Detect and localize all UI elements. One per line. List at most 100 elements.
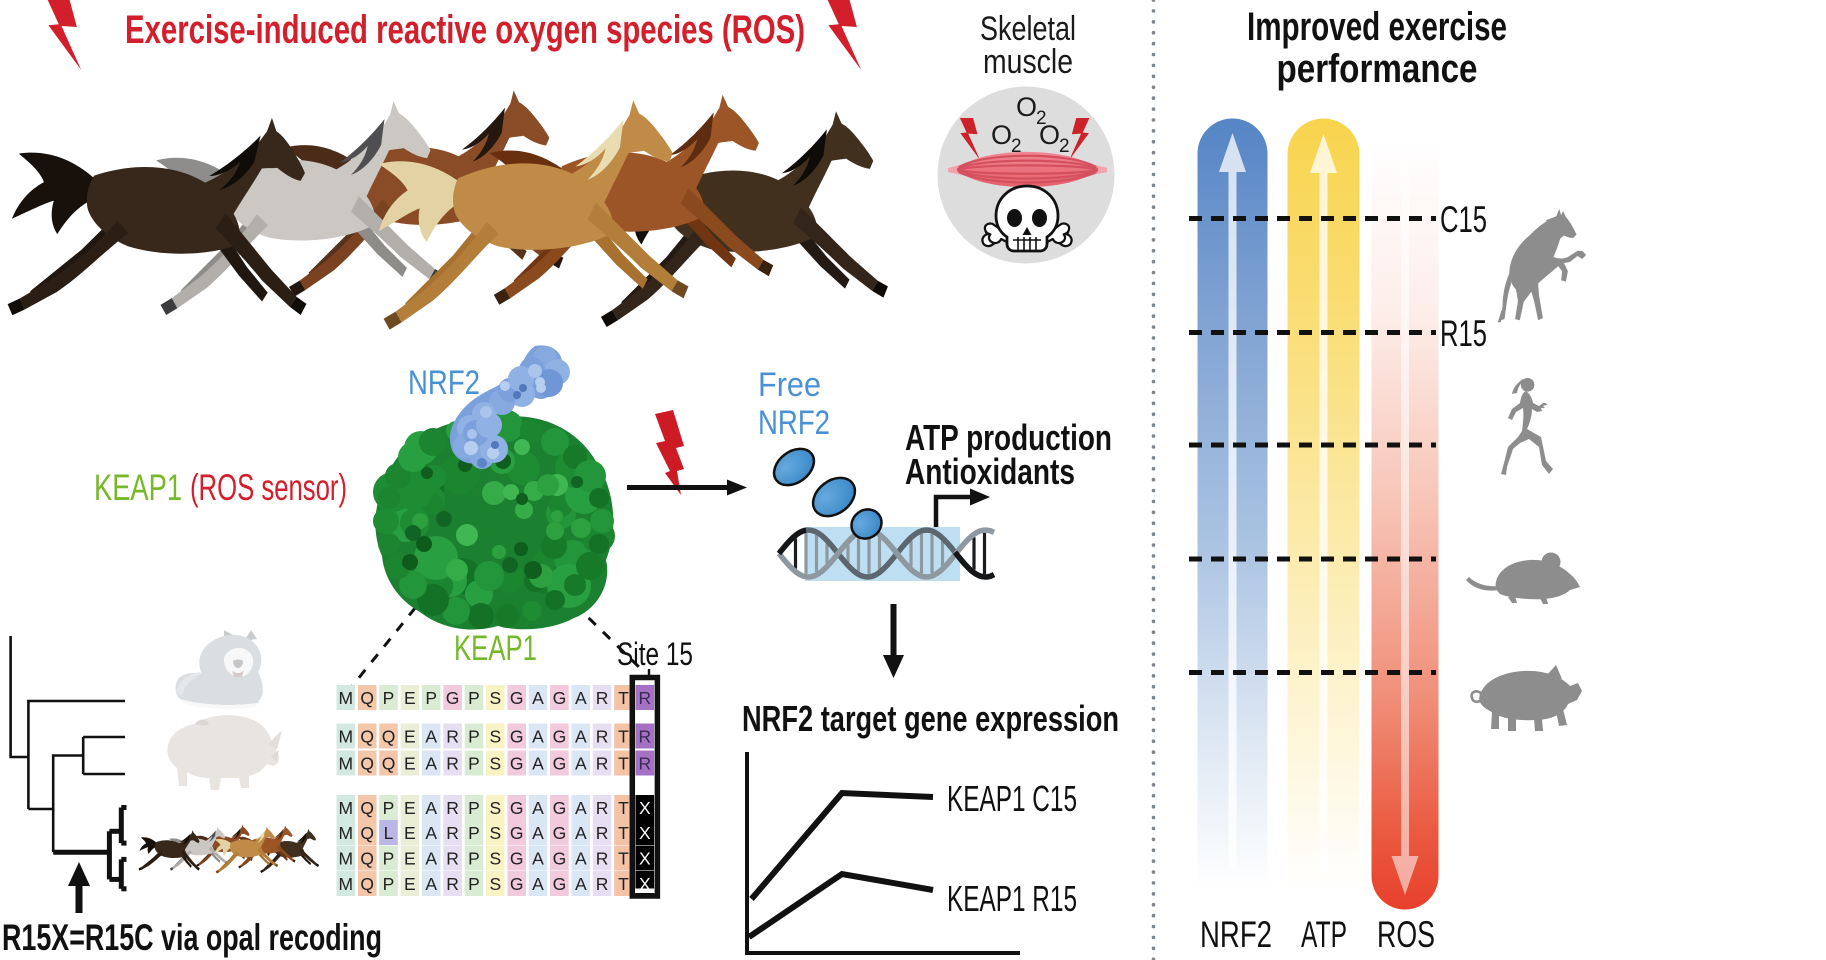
svg-text:A: A bbox=[532, 798, 544, 818]
svg-text:G: G bbox=[510, 798, 524, 818]
svg-text:G: G bbox=[553, 848, 567, 868]
svg-text:R: R bbox=[638, 726, 651, 746]
svg-text:E: E bbox=[404, 688, 416, 708]
svg-text:R: R bbox=[446, 753, 459, 773]
svg-text:A: A bbox=[575, 874, 587, 894]
svg-text:M: M bbox=[339, 848, 354, 868]
svg-text:KEAP1 C15: KEAP1 C15 bbox=[947, 778, 1077, 819]
svg-text:M: M bbox=[339, 874, 354, 894]
svg-text:S: S bbox=[489, 798, 501, 818]
svg-text:Exercise-induced reactive oxyg: Exercise-induced reactive oxygen species… bbox=[125, 8, 805, 52]
svg-text:P: P bbox=[468, 823, 480, 843]
svg-text:G: G bbox=[553, 874, 567, 894]
svg-text:O: O bbox=[1016, 92, 1037, 122]
svg-text:E: E bbox=[404, 874, 416, 894]
svg-text:A: A bbox=[425, 798, 437, 818]
svg-text:T: T bbox=[618, 874, 629, 894]
svg-text:ROS: ROS bbox=[1377, 914, 1435, 955]
svg-text:(ROS sensor): (ROS sensor) bbox=[190, 467, 347, 508]
svg-text:E: E bbox=[404, 823, 416, 843]
svg-text:R: R bbox=[596, 753, 609, 773]
svg-text:A: A bbox=[425, 753, 437, 773]
svg-text:A: A bbox=[575, 688, 587, 708]
svg-text:G: G bbox=[510, 848, 524, 868]
svg-text:S: S bbox=[489, 726, 501, 746]
svg-text:T: T bbox=[618, 798, 629, 818]
svg-text:ATP: ATP bbox=[1301, 914, 1347, 955]
svg-text:G: G bbox=[553, 798, 567, 818]
svg-text:Free: Free bbox=[758, 366, 821, 404]
svg-text:T: T bbox=[618, 848, 629, 868]
svg-text:R15X=R15C via opal recoding: R15X=R15C via opal recoding bbox=[2, 917, 382, 958]
svg-text:G: G bbox=[446, 688, 460, 708]
svg-text:Q: Q bbox=[382, 726, 396, 746]
svg-text:A: A bbox=[532, 874, 544, 894]
svg-text:E: E bbox=[404, 726, 416, 746]
svg-text:R15: R15 bbox=[1440, 313, 1487, 354]
svg-text:muscle: muscle bbox=[983, 43, 1073, 81]
svg-text:R: R bbox=[446, 823, 459, 843]
svg-text:NRF2 target gene expression: NRF2 target gene expression bbox=[742, 698, 1119, 739]
svg-text:2: 2 bbox=[1036, 108, 1047, 129]
svg-text:M: M bbox=[339, 753, 354, 773]
svg-text:Skeletal: Skeletal bbox=[980, 10, 1076, 48]
svg-text:R: R bbox=[596, 848, 609, 868]
svg-text:P: P bbox=[425, 688, 437, 708]
svg-text:Q: Q bbox=[360, 726, 374, 746]
svg-text:A: A bbox=[532, 823, 544, 843]
svg-text:Q: Q bbox=[360, 753, 374, 773]
svg-text:R: R bbox=[596, 688, 609, 708]
svg-text:Improved exercise: Improved exercise bbox=[1247, 5, 1507, 49]
svg-text:P: P bbox=[468, 726, 480, 746]
svg-text:NRF2: NRF2 bbox=[408, 364, 480, 402]
svg-text:T: T bbox=[618, 823, 629, 843]
svg-text:O: O bbox=[991, 120, 1012, 150]
svg-text:X: X bbox=[639, 798, 651, 818]
svg-text:performance: performance bbox=[1277, 47, 1478, 91]
svg-text:R: R bbox=[446, 726, 459, 746]
svg-text:G: G bbox=[510, 823, 524, 843]
svg-text:R: R bbox=[596, 798, 609, 818]
svg-text:A: A bbox=[425, 874, 437, 894]
svg-text:G: G bbox=[553, 688, 567, 708]
svg-text:A: A bbox=[575, 798, 587, 818]
svg-text:R: R bbox=[446, 798, 459, 818]
svg-text:G: G bbox=[553, 726, 567, 746]
svg-text:A: A bbox=[425, 848, 437, 868]
svg-text:Q: Q bbox=[360, 874, 374, 894]
svg-text:Q: Q bbox=[360, 798, 374, 818]
svg-text:S: S bbox=[489, 688, 501, 708]
svg-text:M: M bbox=[339, 798, 354, 818]
svg-text:R: R bbox=[638, 753, 651, 773]
svg-text:Q: Q bbox=[360, 688, 374, 708]
svg-text:E: E bbox=[404, 848, 416, 868]
svg-text:P: P bbox=[468, 798, 480, 818]
svg-text:S: S bbox=[489, 874, 501, 894]
svg-text:R: R bbox=[596, 874, 609, 894]
svg-text:P: P bbox=[468, 848, 480, 868]
svg-text:G: G bbox=[510, 874, 524, 894]
svg-text:A: A bbox=[532, 753, 544, 773]
svg-text:Q: Q bbox=[360, 848, 374, 868]
svg-text:NRF2: NRF2 bbox=[758, 404, 830, 442]
svg-text:P: P bbox=[383, 848, 395, 868]
svg-text:2: 2 bbox=[1011, 136, 1022, 157]
svg-text:G: G bbox=[510, 726, 524, 746]
svg-text:T: T bbox=[618, 688, 629, 708]
svg-text:Q: Q bbox=[360, 823, 374, 843]
svg-text:E: E bbox=[404, 798, 416, 818]
svg-text:P: P bbox=[383, 798, 395, 818]
svg-text:P: P bbox=[468, 688, 480, 708]
svg-text:Site 15: Site 15 bbox=[617, 636, 693, 672]
svg-text:Antioxidants: Antioxidants bbox=[905, 451, 1075, 492]
svg-text:P: P bbox=[383, 874, 395, 894]
svg-text:P: P bbox=[383, 688, 395, 708]
svg-text:NRF2: NRF2 bbox=[1200, 914, 1272, 955]
svg-text:2: 2 bbox=[1059, 136, 1070, 157]
svg-text:A: A bbox=[575, 726, 587, 746]
svg-text:R: R bbox=[446, 874, 459, 894]
svg-text:X: X bbox=[639, 823, 651, 843]
svg-text:X: X bbox=[639, 848, 651, 868]
svg-text:A: A bbox=[532, 726, 544, 746]
svg-text:C15: C15 bbox=[1440, 199, 1487, 240]
